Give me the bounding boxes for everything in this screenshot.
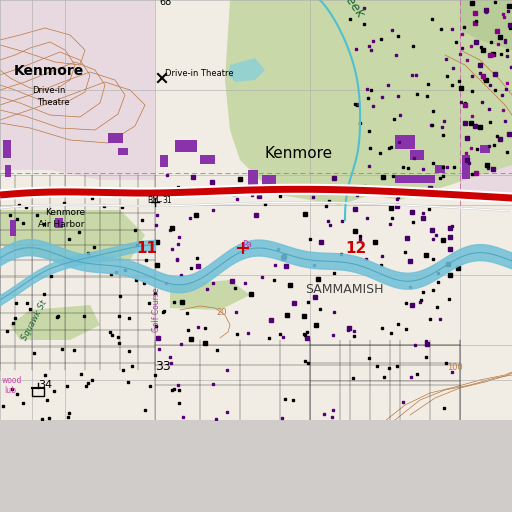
Polygon shape [225, 0, 512, 205]
Bar [395, 135, 415, 149]
Bar [410, 150, 424, 160]
Polygon shape [0, 210, 145, 265]
Bar [55, 218, 63, 228]
Bar [480, 145, 490, 153]
Text: wood: wood [2, 376, 23, 385]
Bar [175, 140, 197, 152]
Polygon shape [10, 305, 100, 340]
Bar [118, 148, 128, 155]
Text: Drive-in: Drive-in [32, 86, 66, 95]
Polygon shape [170, 280, 250, 310]
Text: 31: 31 [162, 196, 172, 205]
Bar [435, 165, 445, 173]
Bar [3, 140, 11, 158]
Bar [10, 220, 16, 236]
Text: Kenmore: Kenmore [45, 208, 85, 217]
Bar [200, 155, 215, 164]
Text: 100: 100 [447, 363, 463, 372]
Text: Golf Course: Golf Course [152, 288, 161, 332]
Polygon shape [228, 58, 265, 82]
Bar [462, 155, 470, 179]
Polygon shape [460, 0, 512, 50]
Text: 34: 34 [38, 380, 52, 390]
Text: Theatre: Theatre [37, 98, 70, 107]
Bar [248, 170, 258, 186]
Polygon shape [0, 0, 155, 180]
Text: SAMMAMISH: SAMMAMISH [305, 283, 383, 296]
Text: 12: 12 [345, 241, 366, 256]
Text: Drive-in Theatre: Drive-in Theatre [165, 69, 233, 78]
Polygon shape [460, 0, 512, 200]
Text: BM: BM [147, 196, 159, 205]
Bar [108, 133, 123, 143]
Text: Squawk St: Squawk St [20, 299, 49, 342]
Text: 20: 20 [216, 308, 226, 317]
Text: 11: 11 [136, 241, 157, 256]
Text: Pa: Pa [242, 240, 252, 249]
Bar [5, 165, 11, 177]
Text: Kenmore: Kenmore [14, 64, 84, 78]
Bar [160, 155, 168, 167]
Text: 68: 68 [159, 0, 171, 7]
Text: Creek: Creek [335, 0, 367, 21]
Bar [395, 175, 435, 183]
Text: 33: 33 [155, 360, 170, 373]
Text: Kenmore: Kenmore [265, 146, 333, 161]
Text: lub: lub [4, 386, 16, 395]
Bar [262, 175, 276, 185]
Text: Air Harbor: Air Harbor [38, 220, 84, 229]
